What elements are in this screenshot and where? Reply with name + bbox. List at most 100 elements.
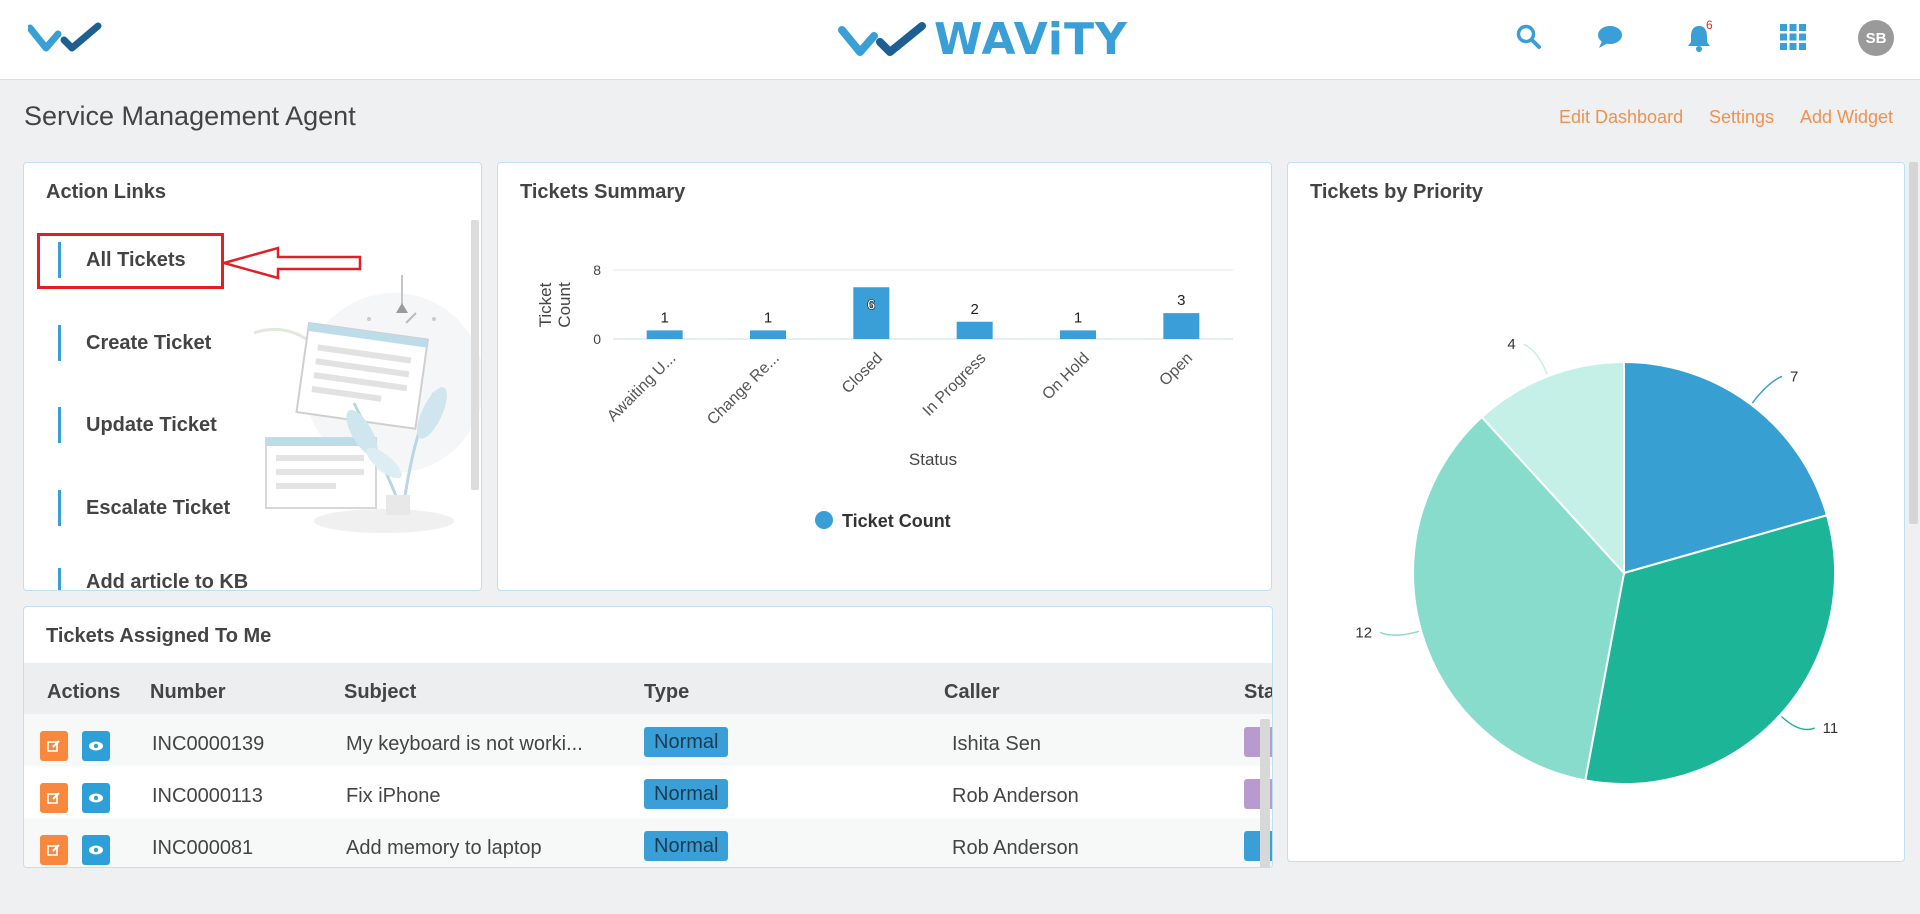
tickets-by-priority-chart: 7 11 12 4 [1355, 336, 1839, 785]
view-button[interactable] [82, 783, 110, 813]
x-tick-label: Change Re... [704, 350, 783, 429]
action-link-update-ticket[interactable]: Update Ticket [58, 407, 217, 443]
bar-value-label: 1 [1074, 309, 1082, 326]
type-badge: Normal [644, 831, 729, 861]
bar [853, 287, 890, 339]
action-link-add-kb[interactable]: Add article to KB [58, 568, 248, 590]
column-header-subject[interactable]: Subject [344, 681, 417, 703]
action-link-create-ticket[interactable]: Create Ticket [58, 325, 211, 361]
legend-label: Ticket Count [842, 511, 951, 531]
edit-button[interactable] [40, 783, 68, 813]
edit-dashboard-link[interactable]: Edit Dashboard [1559, 107, 1684, 127]
type-badge: Normal [644, 727, 729, 757]
pie-slice [1623, 360, 1829, 575]
eye-icon [89, 793, 103, 803]
bar [1060, 330, 1096, 339]
edit-icon [47, 740, 60, 752]
settings-link[interactable]: Settings [1709, 107, 1775, 127]
bar [1163, 313, 1200, 339]
column-header-type[interactable]: Type [644, 681, 690, 703]
action-links-scrollbar[interactable] [471, 220, 479, 490]
brand-mark-icon [838, 21, 926, 56]
type-badge: Normal [644, 779, 729, 809]
y-tick-label: 0 [593, 331, 601, 347]
ticket-number[interactable]: INC0000139 [152, 733, 265, 755]
y-axis-label: TicketCount [536, 282, 574, 328]
pointer-arrow-icon [222, 246, 362, 280]
ticket-caller: Ishita Sen [952, 733, 1041, 755]
x-tick-label: Closed [839, 350, 886, 397]
pie-leader-line [1523, 343, 1548, 375]
ticket-caller: Rob Anderson [952, 837, 1079, 859]
action-links-card: Action Links All Tickets Create Ticket U… [23, 162, 482, 591]
pie-value-label: 11 [1823, 720, 1839, 737]
edit-button[interactable] [40, 731, 68, 761]
pie-value-label: 7 [1790, 368, 1798, 385]
bar-value-label: 1 [660, 309, 668, 326]
table-scrollbar[interactable] [1260, 719, 1270, 867]
logo-mark-icon[interactable] [26, 22, 102, 59]
pie-value-label: 12 [1355, 624, 1372, 641]
tickets-summary-card: Tickets Summary 8 0 TicketCount 1 Awaiting U… [497, 162, 1272, 591]
column-header-caller[interactable]: Caller [944, 681, 1000, 703]
pie-slice [1412, 415, 1626, 782]
x-tick-label: On Hold [1039, 350, 1093, 404]
x-tick-label: Awaiting U... [604, 350, 679, 425]
edit-icon [47, 844, 60, 856]
x-tick-label: Open [1156, 350, 1196, 390]
table-header [24, 663, 1272, 714]
column-header-state[interactable]: Sta [1244, 681, 1273, 703]
pie-leader-line [1751, 375, 1783, 404]
bar-value-label: 1 [764, 309, 772, 326]
bar [956, 321, 993, 339]
brand-name: WAViTY [934, 14, 1128, 65]
eye-icon [89, 845, 103, 855]
action-links-title: Action Links [46, 181, 167, 203]
pie-leader-line [1780, 715, 1815, 731]
tickets-by-priority-card: Tickets by Priority 7 11 12 4 [1287, 162, 1905, 862]
tickets-summary-title: Tickets Summary [520, 181, 686, 203]
bar [646, 330, 683, 339]
ticket-number[interactable]: INC000081 [152, 837, 254, 859]
brand-logo[interactable]: WAViTY [838, 14, 1128, 65]
action-links-overflow: Add article to KB [24, 568, 481, 590]
view-button[interactable] [82, 835, 110, 865]
notification-count-badge: 6 [1706, 18, 1713, 32]
bell-icon[interactable] [1686, 24, 1712, 57]
eye-icon [89, 741, 103, 751]
column-header-number[interactable]: Number [150, 681, 226, 703]
x-axis-label: Status [909, 450, 957, 469]
page-scrollbar[interactable] [1909, 162, 1918, 524]
highlight-box [37, 233, 224, 289]
tickets-assigned-card: Tickets Assigned To Me Actions Number Su… [23, 606, 1273, 868]
action-link-all-tickets[interactable]: All Tickets [58, 242, 186, 278]
page-title: Service Management Agent [24, 101, 356, 131]
pie-slice [1584, 514, 1836, 785]
user-avatar[interactable]: SB [1858, 20, 1894, 56]
illustration-image [254, 275, 481, 533]
chat-icon[interactable] [1596, 24, 1624, 55]
legend-marker [815, 511, 833, 529]
bar [750, 330, 786, 339]
add-widget-link[interactable]: Add Widget [1800, 107, 1894, 127]
x-tick-label: In Progress [920, 350, 990, 420]
bar-value-label: 3 [1177, 292, 1185, 309]
pie-leader-line [1379, 630, 1420, 636]
pie-slice [1480, 360, 1625, 576]
view-button[interactable] [82, 731, 110, 761]
ticket-caller: Rob Anderson [952, 785, 1079, 807]
top-bar: WAViTY 6 SB [0, 0, 1920, 80]
bar-value-label: 2 [970, 301, 978, 318]
ticket-number[interactable]: INC0000113 [152, 785, 263, 807]
ticket-subject: My keyboard is not worki... [346, 733, 583, 755]
column-header-actions[interactable]: Actions [47, 681, 121, 703]
tickets-by-priority-title: Tickets by Priority [1310, 181, 1484, 203]
search-icon[interactable] [1516, 24, 1542, 55]
action-link-escalate-ticket[interactable]: Escalate Ticket [58, 490, 230, 526]
edit-button[interactable] [40, 835, 68, 865]
apps-grid-icon[interactable] [1780, 24, 1806, 55]
edit-icon [47, 792, 60, 804]
ticket-subject: Add memory to laptop [346, 837, 542, 859]
bar-value-label: 6 [867, 296, 875, 313]
y-tick-label: 8 [593, 262, 601, 278]
